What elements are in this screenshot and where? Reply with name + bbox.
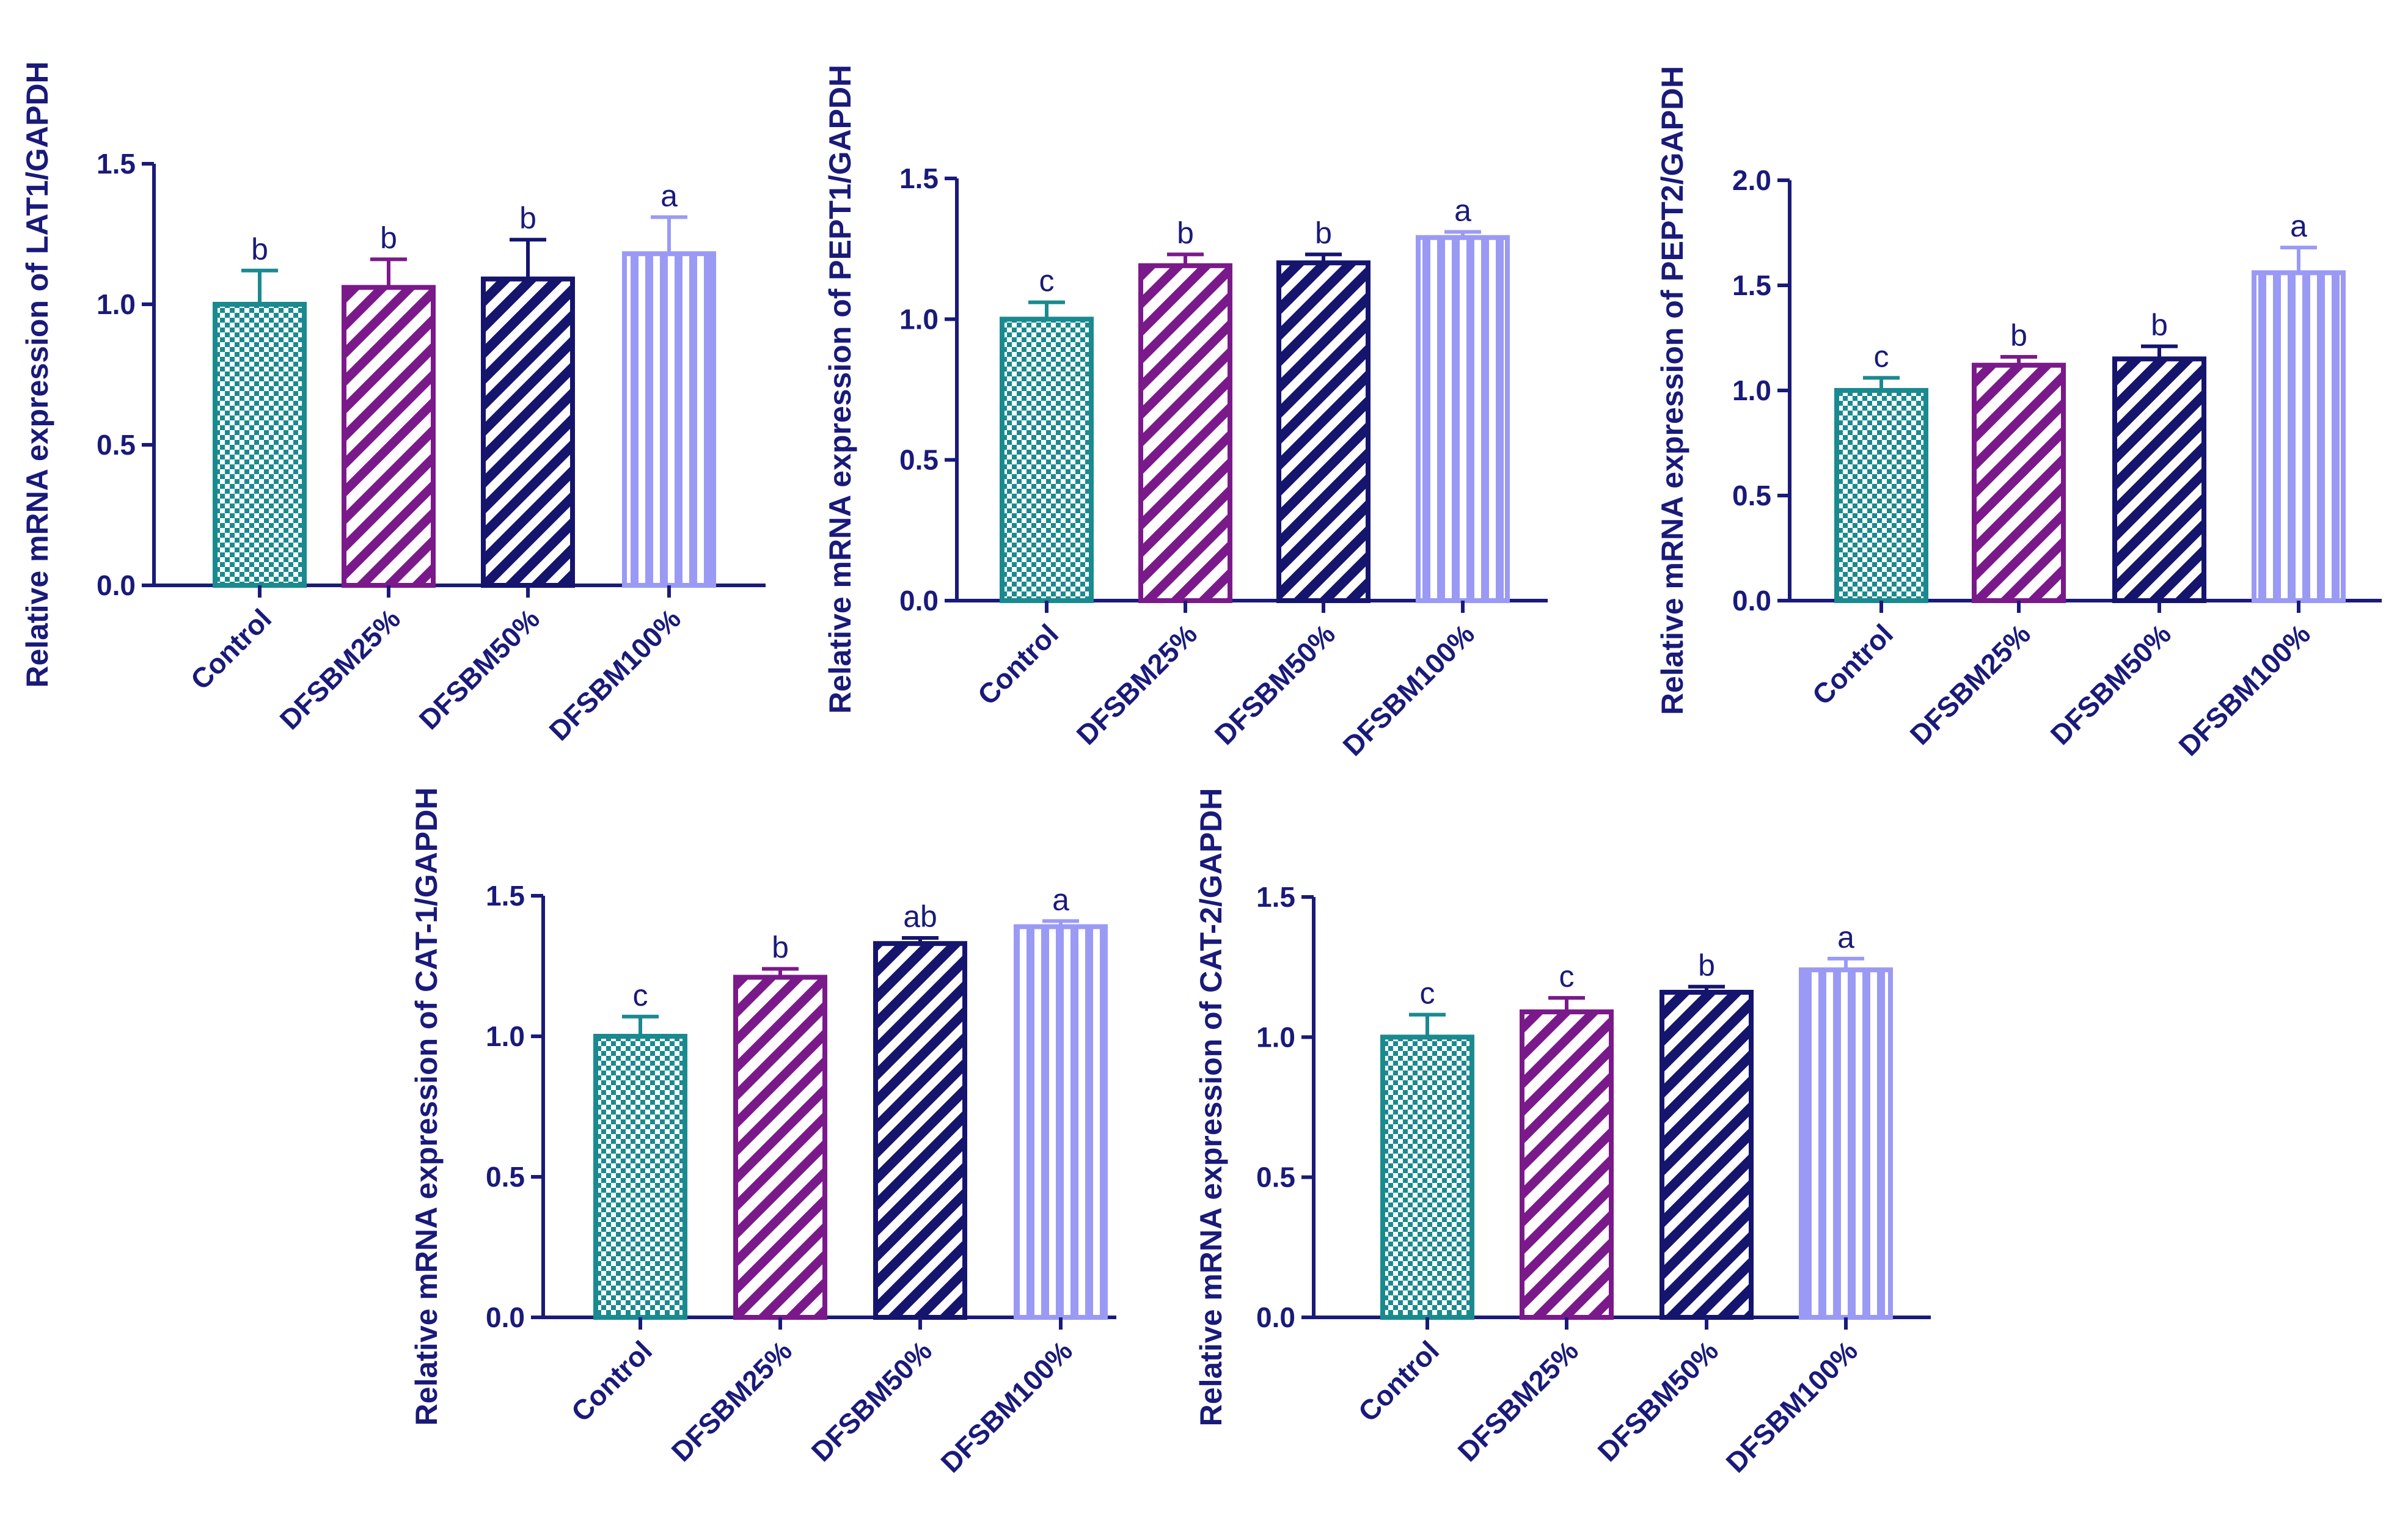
y-tick-label: 0.5 xyxy=(1732,480,1771,511)
y-tick-label: 1.0 xyxy=(1732,375,1771,406)
y-tick-label: 1.0 xyxy=(899,303,939,335)
chart-pept1: 0.0 0.5 1.0 1.5 Relative mRNA expression of … xyxy=(823,65,1548,762)
x-category-label: DFSBM50% xyxy=(805,1334,939,1468)
y-tick-label: 0.5 xyxy=(899,444,939,476)
bar-dfsbm50-pct xyxy=(481,276,575,588)
y-tick-label: 1.0 xyxy=(486,1020,525,1052)
y-axis-title: Relative mRNA expression of CAT-2/GAPDH xyxy=(1194,788,1228,1427)
bar-control xyxy=(213,302,307,588)
y-tick-label: 1.5 xyxy=(1256,881,1295,913)
y-tick-label: 1.5 xyxy=(97,148,136,180)
significance-label: c xyxy=(1420,976,1435,1011)
significance-label: b xyxy=(1315,216,1332,250)
y-tick-label: 0.0 xyxy=(899,585,939,617)
y-tick-label: 0.5 xyxy=(486,1161,525,1193)
significance-label: a xyxy=(1837,920,1854,954)
y-axis-title: Relative mRNA expression of PEPT1/GAPDH xyxy=(823,65,857,714)
y-axis-title: Relative mRNA expression of LAT1/GAPDH xyxy=(20,61,54,687)
bar-dfsbm50-pct xyxy=(873,941,967,1320)
x-category-label: Control xyxy=(565,1334,658,1427)
bar-dfsbm50-pct xyxy=(1276,260,1371,603)
significance-label: a xyxy=(2290,209,2307,243)
bar-dfsbm100-pct xyxy=(2252,270,2346,603)
y-tick-label: 1.5 xyxy=(899,163,939,194)
significance-label: b xyxy=(380,221,397,255)
y-axis-title: Relative mRNA expression of PEPT2/GAPDH xyxy=(1655,66,1689,715)
bar-control xyxy=(1834,388,1928,603)
x-category-label: DFSBM100% xyxy=(543,602,687,747)
x-category-label: DFSBM50% xyxy=(413,602,546,736)
x-category-label: DFSBM100% xyxy=(2172,618,2316,762)
significance-label: a xyxy=(1454,194,1471,228)
x-category-label: Control xyxy=(1806,618,1899,711)
significance-label: b xyxy=(519,201,536,235)
chart-lat1: 0.0 0.5 1.0 1.5 Relative mRNA expression of … xyxy=(20,61,766,747)
significance-label: b xyxy=(1177,216,1194,250)
bar-dfsbm25-pct xyxy=(733,975,827,1320)
significance-label: b xyxy=(772,931,789,965)
bar-dfsbm25-pct xyxy=(1972,362,2066,603)
significance-label: b xyxy=(1698,948,1715,983)
x-category-label: Control xyxy=(972,618,1064,711)
y-tick-label: 0.0 xyxy=(486,1301,525,1333)
x-category-label: DFSBM25% xyxy=(665,1334,799,1468)
bar-dfsbm50-pct xyxy=(2112,356,2206,604)
x-category-label: Control xyxy=(1352,1334,1445,1427)
significance-label: b xyxy=(2151,308,2168,342)
bar-dfsbm100-pct xyxy=(1416,235,1510,603)
x-category-label: DFSBM100% xyxy=(1719,1334,1864,1479)
significance-label: a xyxy=(661,178,678,213)
y-tick-label: 0.0 xyxy=(97,569,136,601)
chart-pept2: 0.0 0.5 1.0 1.5 2.0 Relative mRNA expression … xyxy=(1655,66,2382,762)
bar-control xyxy=(1000,317,1094,603)
bar-control xyxy=(1380,1034,1474,1320)
y-tick-label: 0.5 xyxy=(97,429,136,461)
bar-dfsbm100-pct xyxy=(1799,967,1893,1320)
significance-label: c xyxy=(1874,339,1889,373)
chart-cat2: 0.0 0.5 1.0 1.5 Relative mRNA expression of … xyxy=(1194,788,1931,1479)
bar-dfsbm25-pct xyxy=(1138,263,1232,604)
x-category-label: DFSBM50% xyxy=(1592,1334,1725,1468)
y-tick-label: 0.0 xyxy=(1256,1301,1295,1333)
y-tick-label: 0.0 xyxy=(1732,585,1771,617)
y-tick-label: 1.5 xyxy=(486,880,525,912)
significance-label: c xyxy=(1559,959,1575,994)
x-category-label: Control xyxy=(185,602,277,695)
bar-control xyxy=(593,1034,687,1320)
bar-dfsbm100-pct xyxy=(622,251,716,588)
x-category-label: DFSBM100% xyxy=(1336,618,1480,762)
x-category-label: DFSBM25% xyxy=(1452,1334,1585,1468)
y-tick-label: 1.0 xyxy=(97,288,136,320)
y-tick-label: 1.0 xyxy=(1256,1021,1295,1053)
chart-cat1: 0.0 0.5 1.0 1.5 Relative mRNA expression of … xyxy=(409,788,1116,1479)
y-tick-label: 0.5 xyxy=(1256,1162,1295,1193)
significance-label: c xyxy=(1039,264,1055,298)
y-axis-title: Relative mRNA expression of CAT-1/GAPDH xyxy=(409,788,444,1426)
significance-label: b xyxy=(251,232,268,266)
x-category-label: DFSBM25% xyxy=(274,602,407,736)
x-category-label: DFSBM25% xyxy=(1904,618,2037,751)
significance-label: b xyxy=(2010,318,2027,353)
bar-dfsbm100-pct xyxy=(1014,924,1108,1320)
bar-dfsbm25-pct xyxy=(1520,1009,1614,1320)
x-category-label: DFSBM25% xyxy=(1070,618,1204,751)
y-tick-label: 2.0 xyxy=(1732,164,1771,196)
bar-dfsbm25-pct xyxy=(342,285,436,588)
x-category-label: DFSBM100% xyxy=(934,1334,1078,1479)
y-tick-label: 1.5 xyxy=(1732,269,1771,301)
x-category-label: DFSBM50% xyxy=(1209,618,1342,751)
x-category-label: DFSBM50% xyxy=(2044,618,2178,751)
significance-label: a xyxy=(1052,882,1069,917)
bar-dfsbm50-pct xyxy=(1660,989,1754,1320)
significance-label: ab xyxy=(903,899,937,934)
significance-label: c xyxy=(633,978,648,1012)
